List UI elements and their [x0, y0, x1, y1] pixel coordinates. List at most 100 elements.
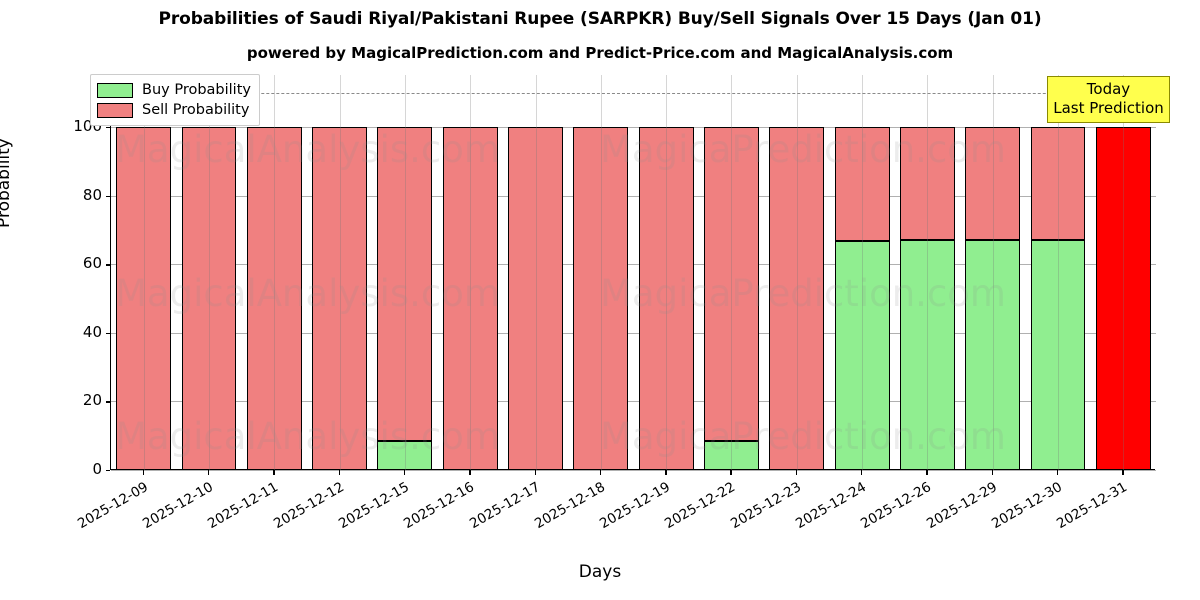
x-tick-mark [665, 470, 667, 475]
vertical-gridline [666, 75, 668, 470]
bar-group[interactable] [116, 75, 172, 470]
y-tick-label: 60 [82, 254, 102, 273]
bar-segment-sell[interactable] [508, 127, 563, 470]
x-axis-label: Days [578, 562, 622, 582]
x-tick-mark [1122, 470, 1124, 475]
today-label-line2: Last Prediction [1053, 99, 1164, 117]
y-tick-label: 40 [82, 322, 102, 341]
bar-segment-buy[interactable] [965, 240, 1021, 470]
bar-segment-sell[interactable] [638, 127, 694, 470]
bar-segment-buy[interactable] [377, 440, 433, 470]
bar-segment-buy[interactable] [704, 440, 759, 470]
vertical-gridline [731, 75, 733, 470]
y-tick-mark [106, 332, 110, 335]
today-label-line1: Today [1086, 80, 1131, 98]
x-tick-mark [991, 470, 994, 475]
bar-group[interactable] [246, 75, 302, 470]
bar-group[interactable] [1095, 75, 1151, 470]
bar-segment-sell[interactable] [377, 127, 433, 441]
bar-segment-sell[interactable] [312, 127, 368, 470]
bar-segment-sell[interactable] [246, 127, 302, 470]
bar-group[interactable] [377, 75, 433, 470]
vertical-gridline [862, 75, 864, 470]
bar-group[interactable] [1030, 75, 1086, 470]
legend-label: Sell Probability [142, 102, 250, 118]
bar-group[interactable] [899, 75, 955, 470]
vertical-gridline [535, 75, 537, 470]
y-tick-mark [106, 195, 110, 197]
bar-group[interactable] [508, 75, 563, 470]
bar-segment-sell[interactable] [769, 127, 825, 470]
vertical-gridline [1123, 75, 1125, 470]
bar-group[interactable] [638, 75, 694, 470]
legend-swatch-icon [97, 102, 133, 118]
bar-segment-sell[interactable] [181, 127, 237, 470]
bar-segment-sell[interactable] [834, 127, 890, 242]
y-axis-label: Probability [0, 138, 14, 228]
bar-group[interactable] [573, 75, 629, 470]
y-tick-mark [106, 470, 110, 472]
vertical-gridline [927, 75, 929, 470]
vertical-gridline [143, 75, 145, 470]
plot-inner [111, 75, 1156, 471]
bar-segment-sell[interactable] [1030, 127, 1086, 241]
vertical-gridline [796, 75, 798, 470]
vertical-gridline [208, 75, 210, 470]
x-tick-mark [338, 470, 340, 475]
bar-segment-today[interactable] [1095, 127, 1151, 470]
gridline [111, 401, 1156, 403]
bar-group[interactable] [181, 75, 237, 470]
y-tick-mark [106, 127, 110, 129]
bar-group[interactable] [769, 75, 825, 470]
y-tick-label: 0 [92, 460, 102, 478]
bar-segment-buy[interactable] [899, 240, 955, 470]
bar-segment-sell[interactable] [965, 127, 1021, 241]
x-tick-mark [273, 470, 275, 475]
bar-segment-sell[interactable] [442, 127, 498, 470]
vertical-gridline [600, 75, 602, 470]
chart-title: Probabilities of Saudi Riyal/Pakistani R… [158, 9, 1042, 29]
x-tick-mark [1057, 470, 1059, 475]
x-tick-mark [207, 470, 210, 475]
bar-segment-buy[interactable] [1030, 240, 1086, 470]
legend-item[interactable]: Sell Probability [97, 100, 251, 120]
bar-group[interactable] [312, 75, 368, 470]
x-tick-mark [795, 470, 798, 475]
y-tick-mark [106, 401, 110, 403]
bar-group[interactable] [442, 75, 498, 470]
gridline [111, 332, 1156, 334]
bar-segment-sell[interactable] [573, 127, 629, 470]
bar-segment-sell[interactable] [899, 127, 955, 241]
bar-segment-buy[interactable] [834, 241, 890, 470]
x-tick-mark [534, 470, 536, 475]
x-tick-mark [926, 470, 928, 475]
gridline [111, 264, 1156, 266]
x-tick-mark [599, 470, 602, 475]
x-tick-mark [730, 470, 732, 475]
legend-swatch-icon [97, 82, 133, 98]
vertical-gridline [404, 75, 406, 470]
bar-group[interactable] [834, 75, 890, 470]
gridline [111, 195, 1156, 197]
bar-group[interactable] [965, 75, 1021, 470]
bar-group[interactable] [704, 75, 759, 470]
y-tick-label: 80 [82, 185, 102, 204]
x-tick-mark [469, 470, 471, 475]
x-tick-mark [861, 470, 863, 475]
chart-legend: Buy Probability Sell Probability [90, 74, 260, 126]
vertical-gridline [1058, 75, 1060, 470]
vertical-gridline [992, 75, 994, 470]
today-annotation: Today Last Prediction [1047, 76, 1170, 123]
bar-segment-sell[interactable] [704, 127, 759, 441]
bar-segment-sell[interactable] [116, 127, 172, 470]
vertical-gridline [274, 75, 276, 470]
gridline [111, 127, 1156, 128]
y-tick-mark [106, 264, 110, 266]
vertical-gridline [470, 75, 472, 470]
x-tick-mark [142, 470, 145, 475]
legend-label: Buy Probability [142, 82, 251, 98]
legend-item[interactable]: Buy Probability [97, 80, 251, 100]
y-tick-label: 20 [82, 391, 102, 410]
reference-dashed-line [111, 92, 1156, 94]
